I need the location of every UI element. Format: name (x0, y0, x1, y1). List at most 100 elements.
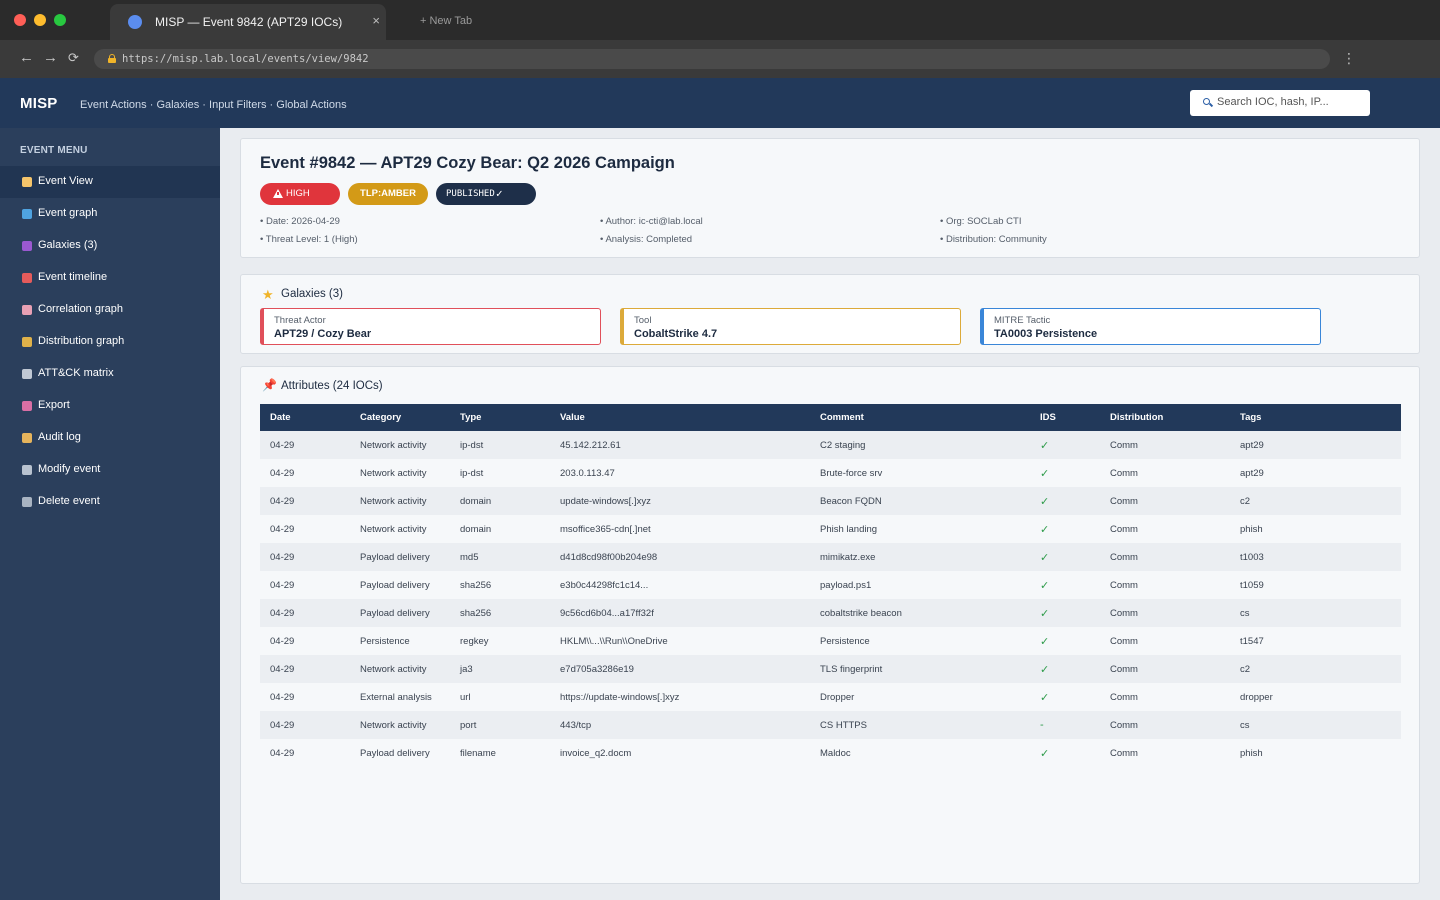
category-cell: External analysis (350, 683, 450, 711)
value-cell[interactable]: 45.142.212.61 (550, 431, 810, 459)
table-row[interactable]: 04-29 Network activity domain msoffice365-c… (260, 515, 1401, 543)
ids-cell: ✓ (1030, 627, 1100, 655)
distribution-cell: Comm (1100, 739, 1230, 767)
comment-cell: Brute-force srv (810, 459, 1030, 487)
value-cell[interactable]: 9c56cd6b04...a17ff32f (550, 599, 810, 627)
maximize-window-button[interactable] (54, 14, 66, 26)
column-header-comment[interactable]: Comment (810, 404, 1030, 431)
tags-cell: phish (1230, 739, 1401, 767)
sidebar-item-event-graph[interactable]: Event graph (0, 198, 220, 230)
value-cell[interactable]: 203.0.113.47 (550, 459, 810, 487)
table-row[interactable]: 04-29 Persistence regkey HKLM\\...\\Run\\On… (260, 627, 1401, 655)
table-row[interactable]: 04-29 Network activity ip-dst 203.0.113.47 B… (260, 459, 1401, 487)
table-body: 04-29 Network activity ip-dst 45.142.212.61… (260, 431, 1401, 767)
table-row[interactable]: 04-29 Network activity port 443/tcp CS HTTPS… (260, 711, 1401, 739)
sidebar-item-att-ck-matrix[interactable]: ATT&CK matrix (0, 358, 220, 390)
url-text: https://misp.lab.local/events/view/9842 (122, 53, 369, 65)
event-author: • Author: ic-cti@lab.local (600, 216, 703, 227)
value-cell[interactable]: 443/tcp (550, 711, 810, 739)
galaxies-title: Galaxies (3) (281, 288, 343, 300)
tab-close-icon[interactable]: × (372, 13, 380, 28)
search-input[interactable] (1217, 96, 1362, 108)
date-cell: 04-29 (260, 487, 350, 515)
galaxy-value: APT29 / Cozy Bear (274, 328, 372, 340)
tags-cell: t1003 (1230, 543, 1401, 571)
category-cell: Network activity (350, 487, 450, 515)
column-header-distribution[interactable]: Distribution (1100, 404, 1230, 431)
sidebar-item-modify-event[interactable]: Modify event (0, 454, 220, 486)
url-field[interactable]: https://misp.lab.local/events/view/9842 (94, 49, 1330, 69)
tags-cell: phish (1230, 515, 1401, 543)
back-arrow-icon[interactable]: ← (19, 49, 34, 66)
sidebar-item-label: Event timeline (38, 271, 108, 283)
galaxy-card-threat-actor[interactable]: Threat Actor APT29 / Cozy Bear (260, 308, 601, 345)
comment-cell: TLS fingerprint (810, 655, 1030, 683)
nav-event-actions[interactable]: Event Actions (80, 99, 147, 111)
type-cell: md5 (450, 543, 550, 571)
nav-galaxies[interactable]: Galaxies (156, 99, 200, 111)
nav-separator: · (146, 99, 157, 111)
browser-tab-active[interactable]: MISP — Event 9842 (APT29 IOCs) × (110, 4, 386, 40)
minimize-window-button[interactable] (34, 14, 46, 26)
column-header-value[interactable]: Value (550, 404, 810, 431)
sidebar-item-label: Event graph (38, 207, 98, 219)
table-row[interactable]: 04-29 Network activity domain update-window… (260, 487, 1401, 515)
warning-icon (273, 189, 283, 198)
column-header-date[interactable]: Date (260, 404, 350, 431)
galaxy-card-mitre-tactic[interactable]: MITRE Tactic TA0003 Persistence (980, 308, 1321, 345)
event-header-panel: Event #9842 — APT29 Cozy Bear: Q2 2026 C… (240, 138, 1420, 258)
sidebar-item-audit-log[interactable]: Audit log (0, 422, 220, 454)
nav-global-actions[interactable]: Global Actions (276, 99, 347, 111)
reload-icon[interactable]: ⟳ (68, 50, 79, 65)
sidebar-item-galaxies-3[interactable]: Galaxies (3) (0, 230, 220, 262)
new-tab-button[interactable]: + New Tab (420, 15, 473, 27)
sidebar-item-label: Event View (38, 175, 93, 187)
table-row[interactable]: 04-29 Payload delivery filename invoice_q2.… (260, 739, 1401, 767)
table-row[interactable]: 04-29 External analysis url https://update-… (260, 683, 1401, 711)
comment-cell: Maldoc (810, 739, 1030, 767)
column-header-category[interactable]: Category (350, 404, 450, 431)
misp-logo[interactable]: MISP (20, 95, 58, 112)
comment-cell: payload.ps1 (810, 571, 1030, 599)
table-row[interactable]: 04-29 Network activity ip-dst 45.142.212.61… (260, 431, 1401, 459)
column-header-ids[interactable]: IDS (1030, 404, 1100, 431)
forward-arrow-icon[interactable]: → (43, 49, 58, 66)
galaxy-type: MITRE Tactic (994, 315, 1051, 326)
value-cell[interactable]: e3b0c44298fc1c14... (550, 571, 810, 599)
table-row[interactable]: 04-29 Payload delivery md5 d41d8cd98f00b204… (260, 543, 1401, 571)
sidebar-item-correlation-graph[interactable]: Correlation graph (0, 294, 220, 326)
value-cell[interactable]: d41d8cd98f00b204e98 (550, 543, 810, 571)
value-cell[interactable]: invoice_q2.docm (550, 739, 810, 767)
gear-icon (22, 465, 32, 475)
sidebar-item-delete-event[interactable]: Delete event (0, 486, 220, 518)
type-cell: ip-dst (450, 459, 550, 487)
value-cell[interactable]: https://update-windows[.]xyz (550, 683, 810, 711)
table-row[interactable]: 04-29 Payload delivery sha256 e3b0c44298fc1… (260, 571, 1401, 599)
value-cell[interactable]: HKLM\\...\\Run\\OneDrive (550, 627, 810, 655)
browser-tab-bar: MISP — Event 9842 (APT29 IOCs) × + New T… (0, 0, 1440, 40)
value-cell[interactable]: e7d705a3286e19 (550, 655, 810, 683)
browser-menu-icon[interactable]: ⋮ (1342, 50, 1356, 66)
ids-cell: ✓ (1030, 515, 1100, 543)
column-header-tags[interactable]: Tags (1230, 404, 1401, 431)
table-row[interactable]: 04-29 Payload delivery sha256 9c56cd6b04...… (260, 599, 1401, 627)
event-threat-level: • Threat Level: 1 (High) (260, 234, 358, 245)
lock-icon (108, 54, 116, 63)
sidebar-item-distribution-graph[interactable]: Distribution graph (0, 326, 220, 358)
value-cell[interactable]: update-windows[.]xyz (550, 487, 810, 515)
tags-cell: apt29 (1230, 431, 1401, 459)
galaxies-panel: ★ Galaxies (3) Threat Actor APT29 / Cozy… (240, 274, 1420, 354)
star-icon: ★ (262, 287, 274, 302)
sidebar-item-event-view[interactable]: Event View (0, 166, 220, 198)
sidebar-item-event-timeline[interactable]: Event timeline (0, 262, 220, 294)
close-window-button[interactable] (14, 14, 26, 26)
value-cell[interactable]: msoffice365-cdn[.]net (550, 515, 810, 543)
distribution-cell: Comm (1100, 599, 1230, 627)
galaxy-card-tool[interactable]: Tool CobaltStrike 4.7 (620, 308, 961, 345)
attributes-title: Attributes (24 IOCs) (281, 380, 383, 392)
sidebar-item-export[interactable]: Export (0, 390, 220, 422)
table-row[interactable]: 04-29 Network activity ja3 e7d705a3286e19 TL… (260, 655, 1401, 683)
column-header-type[interactable]: Type (450, 404, 550, 431)
nav-input-filters[interactable]: Input Filters (209, 99, 267, 111)
galaxy-value: CobaltStrike 4.7 (634, 328, 718, 340)
